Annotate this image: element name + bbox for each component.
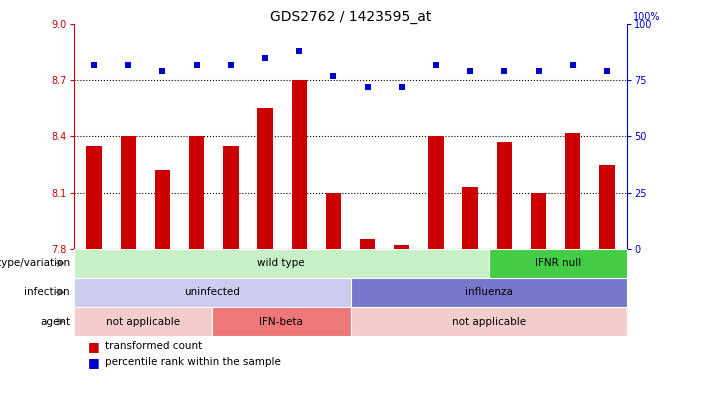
Bar bbox=[189, 136, 205, 249]
Bar bbox=[496, 142, 512, 249]
Bar bbox=[360, 239, 375, 249]
Text: 100%: 100% bbox=[633, 11, 660, 21]
Point bbox=[601, 68, 613, 75]
Bar bbox=[394, 245, 409, 249]
Point bbox=[533, 68, 544, 75]
Bar bbox=[489, 249, 627, 278]
Text: not applicable: not applicable bbox=[452, 317, 526, 326]
Bar bbox=[223, 146, 238, 249]
Text: ■: ■ bbox=[88, 356, 100, 369]
Text: genotype/variation: genotype/variation bbox=[0, 258, 70, 268]
Text: IFN-beta: IFN-beta bbox=[259, 317, 304, 326]
Point bbox=[396, 84, 407, 90]
Bar bbox=[212, 307, 350, 336]
Point bbox=[498, 68, 510, 75]
Point bbox=[362, 84, 373, 90]
Bar bbox=[74, 307, 212, 336]
Text: GDS2762 / 1423595_at: GDS2762 / 1423595_at bbox=[270, 10, 431, 24]
Bar bbox=[463, 187, 478, 249]
Point bbox=[465, 68, 476, 75]
Bar bbox=[350, 278, 627, 307]
Bar bbox=[531, 192, 546, 249]
Bar bbox=[428, 136, 444, 249]
Bar bbox=[86, 146, 102, 249]
Text: IFNR null: IFNR null bbox=[535, 258, 581, 268]
Text: infection: infection bbox=[25, 288, 70, 297]
Text: transformed count: transformed count bbox=[105, 341, 203, 351]
Point bbox=[225, 62, 236, 68]
Point bbox=[191, 62, 203, 68]
Point bbox=[430, 62, 442, 68]
Bar bbox=[257, 109, 273, 249]
Bar bbox=[599, 164, 615, 249]
Text: ■: ■ bbox=[88, 340, 100, 353]
Point bbox=[157, 68, 168, 75]
Text: not applicable: not applicable bbox=[106, 317, 180, 326]
Bar bbox=[326, 192, 341, 249]
Point bbox=[567, 62, 578, 68]
Point bbox=[328, 72, 339, 79]
Bar bbox=[292, 80, 307, 249]
Bar bbox=[350, 307, 627, 336]
Text: wild type: wild type bbox=[257, 258, 305, 268]
Text: percentile rank within the sample: percentile rank within the sample bbox=[105, 358, 281, 367]
Point bbox=[259, 55, 271, 61]
Point bbox=[123, 62, 134, 68]
Text: uninfected: uninfected bbox=[184, 288, 240, 297]
Point bbox=[294, 48, 305, 54]
Bar bbox=[74, 249, 489, 278]
Text: influenza: influenza bbox=[465, 288, 513, 297]
Bar bbox=[121, 136, 136, 249]
Point bbox=[88, 62, 100, 68]
Bar bbox=[155, 170, 170, 249]
Bar bbox=[74, 278, 351, 307]
Text: agent: agent bbox=[40, 317, 70, 326]
Bar bbox=[565, 133, 580, 249]
